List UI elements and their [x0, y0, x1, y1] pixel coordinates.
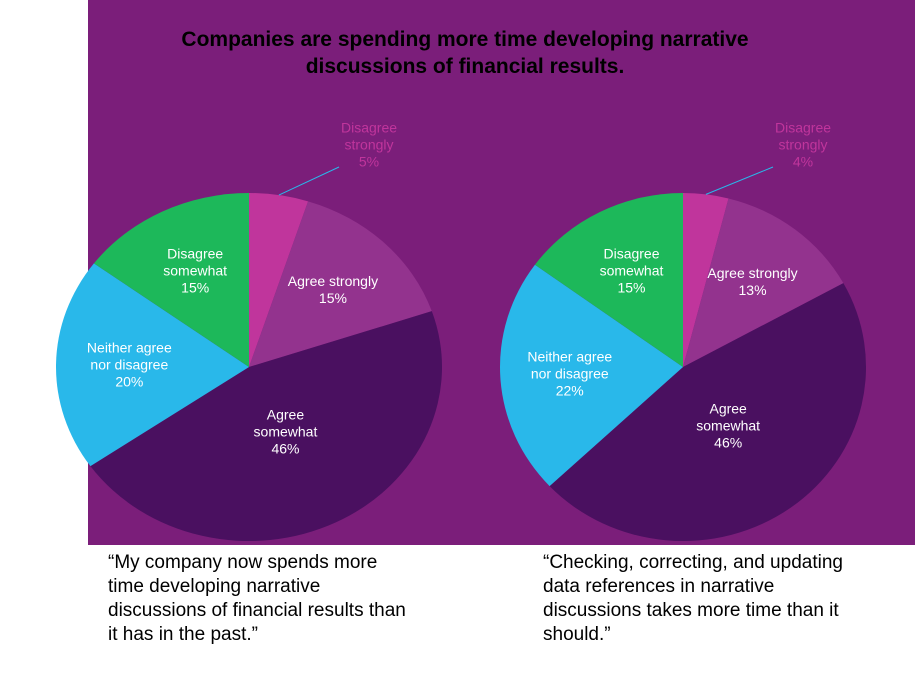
leader-line: [278, 166, 340, 196]
category-label: Neither agree nor disagree: [86, 339, 172, 373]
value-label: 15%: [617, 279, 646, 296]
category-label: Agree somewhat: [696, 400, 761, 434]
value-label: 15%: [181, 279, 210, 296]
value-label: 20%: [115, 373, 144, 390]
category-label: Disagree strongly: [774, 119, 832, 153]
data-label: Disagree somewhat 15%: [585, 245, 677, 296]
data-label: Agree strongly 13%: [707, 265, 799, 299]
category-label: Disagree somewhat: [163, 245, 228, 279]
value-label: 5%: [358, 153, 380, 170]
data-label: Disagree strongly 5%: [323, 120, 415, 171]
category-label: Disagree strongly: [340, 119, 398, 153]
value-label: 22%: [555, 382, 584, 399]
value-label: 46%: [714, 434, 743, 451]
pie-slice: [90, 311, 442, 541]
data-label: Disagree strongly 4%: [757, 120, 849, 171]
caption: “My company now spends more time develop…: [108, 552, 406, 645]
category-label: Agree strongly: [287, 273, 379, 290]
category-label: Neither agree nor disagree: [527, 348, 613, 382]
value-label: 46%: [271, 440, 300, 457]
caption: “Checking, correcting, and updating data…: [543, 552, 843, 645]
pie-slice: [534, 193, 683, 367]
data-label: Neither agree nor disagree 20%: [83, 340, 175, 391]
pie-slice: [93, 193, 250, 367]
category-label: Agree strongly: [707, 264, 798, 281]
pie-slice: [683, 198, 844, 367]
data-label: Disagree somewhat 15%: [149, 245, 241, 296]
pie-slice: [249, 193, 309, 367]
category-label: Agree somewhat: [253, 406, 318, 440]
leader-line: [705, 166, 774, 195]
pie-slice: [549, 283, 867, 542]
pie-slice: [55, 263, 249, 467]
value-label: 13%: [738, 281, 767, 298]
pie-slice: [499, 264, 683, 487]
data-label: Agree strongly 15%: [287, 273, 379, 307]
value-label: 15%: [318, 290, 347, 307]
data-label: Agree somewhat 46%: [239, 407, 331, 458]
data-label: Neither agree nor disagree 22%: [524, 348, 616, 399]
category-label: Disagree somewhat: [599, 245, 664, 279]
chart-title: Companies are spending more time develop…: [181, 28, 749, 78]
value-label: 4%: [792, 153, 814, 170]
pie-slice: [249, 201, 432, 367]
data-label: Agree somewhat 46%: [682, 401, 774, 452]
pie-slice: [683, 193, 729, 367]
